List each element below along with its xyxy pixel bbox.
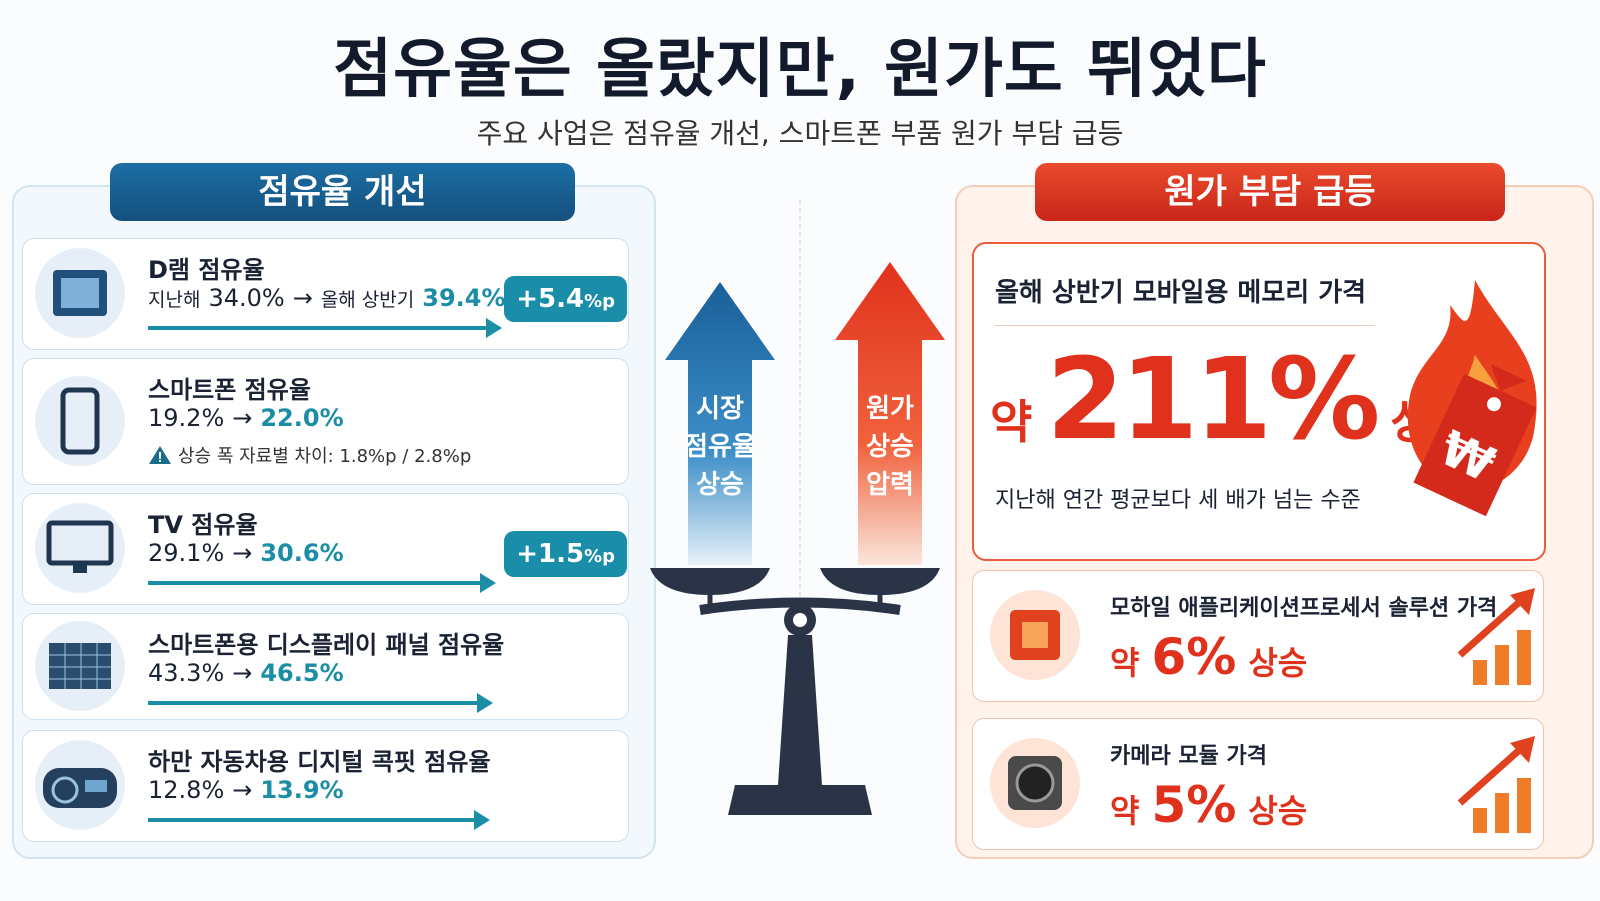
cost-value: 6%: [1151, 628, 1237, 686]
icon: [49, 642, 111, 689]
right-heading: 원가 부담 급등: [1035, 163, 1505, 221]
arrow: →: [232, 404, 253, 432]
arrow-label-line: 압력: [866, 470, 914, 500]
item-name: TV 점유율: [148, 511, 258, 539]
icon: [60, 387, 100, 454]
main-prefix: 약: [990, 395, 1033, 449]
up-arrow-blue: [665, 282, 775, 565]
progress-arrow-head: [477, 693, 493, 713]
item-values: 12.8% → 13.9%: [148, 776, 344, 804]
cost-name: 모하일 애플리케이션프로세서 솔루션 가격: [1110, 596, 1498, 621]
item-name: 스마트폰 점유율: [148, 376, 311, 404]
cost-change: 약 6% 상승: [1110, 628, 1307, 686]
progress-arrow: [148, 818, 476, 822]
trend-up-icon: [1457, 736, 1535, 833]
item-name: D램 점유율: [148, 256, 265, 284]
before-value: 12.8%: [148, 776, 225, 804]
item-values: 43.3% → 46.5%: [148, 659, 344, 687]
fire-tag-icon: ₩: [1407, 280, 1537, 517]
cost-suffix: 상승: [1248, 792, 1308, 830]
main-title: 올해 상반기 모바일용 메모리 가격: [995, 278, 1367, 308]
note: 상승 폭 자료별 차이: 1.8%p / 2.8%p: [148, 442, 471, 468]
cost-prefix: 약: [1110, 792, 1140, 830]
arrow: →: [232, 539, 253, 567]
item-name: 스마트폰용 디스플레이 패널 점유율: [148, 631, 505, 659]
arrow-label-line: 상승: [696, 470, 744, 500]
subtitle: 주요 사업은 점유율 개선, 스마트폰 부품 원가 부담 급등: [476, 117, 1124, 150]
badge-value: +5.4: [516, 284, 585, 314]
before-value: 43.3%: [148, 659, 225, 687]
before-value: 29.1%: [148, 539, 225, 567]
cost-value: 5%: [1151, 776, 1237, 834]
chip-icon: [1010, 610, 1060, 660]
item-values: 29.1% → 30.6%: [148, 539, 344, 567]
progress-arrow-head: [486, 318, 502, 338]
item-icon: [35, 503, 125, 593]
up-arrow-red: [835, 262, 945, 565]
cost-prefix: 약: [1110, 644, 1140, 682]
trend-up-icon: [1457, 588, 1535, 685]
arrow-label-line: 시장: [696, 394, 744, 424]
arrow: →: [292, 284, 313, 312]
left-heading: 점유율 개선: [110, 163, 575, 221]
trend-icon: [1455, 733, 1545, 842]
after-value: 13.9%: [260, 776, 344, 804]
balance-scale: [650, 200, 945, 815]
warning-icon: [149, 446, 171, 464]
arrow-label-line: 상승: [866, 432, 914, 462]
arrow: →: [232, 776, 253, 804]
icon: [43, 768, 117, 808]
item-values: 지난해 34.0% → 올해 상반기 39.4%: [148, 284, 506, 312]
cost-name: 카메라 모듈 가격: [1110, 744, 1267, 769]
before-label: 지난해: [148, 289, 201, 311]
progress-arrow: [148, 701, 479, 705]
progress-arrow-head: [474, 810, 490, 830]
after-value: 30.6%: [260, 539, 344, 567]
cost-change: 약 5% 상승: [1110, 776, 1307, 834]
badge-unit: %p: [584, 546, 615, 567]
before-value: 19.2%: [148, 404, 225, 432]
note-text: 상승 폭 자료별 차이: 1.8%p / 2.8%p: [178, 446, 472, 467]
icon: [46, 520, 114, 573]
cost-icon: [990, 590, 1080, 680]
arrow: →: [232, 659, 253, 687]
badge-unit: %p: [584, 291, 615, 312]
item-name: 하만 자동차용 디지털 콕핏 점유율: [148, 748, 491, 776]
item-icon: [35, 375, 125, 466]
after-value: 22.0%: [260, 404, 344, 432]
item-values: 19.2% → 22.0%: [148, 404, 344, 432]
arrow-label-line: 점유율: [684, 432, 756, 462]
badge: +1.5%p: [504, 531, 627, 577]
camera-icon: [1008, 756, 1062, 810]
progress-arrow: [148, 326, 488, 330]
item-icon: [35, 248, 125, 338]
item-icon: [35, 620, 125, 711]
cost-icon: [990, 738, 1080, 828]
title: 점유율은 올랐지만, 원가도 뛰었다: [333, 33, 1267, 107]
icon: [53, 270, 107, 316]
badge-value: +1.5: [516, 539, 585, 569]
after-value: 39.4%: [422, 284, 506, 312]
before-value: 34.0%: [208, 284, 285, 312]
progress-arrow: [148, 581, 482, 585]
main-value: 211%: [1046, 335, 1380, 465]
after-label: 올해 상반기: [320, 289, 415, 311]
item-icon: [35, 740, 125, 830]
arrow-label-line: 원가: [866, 394, 914, 424]
main-description: 지난해 연간 평균보다 세 배가 넘는 수준: [995, 488, 1361, 513]
badge: +5.4%p: [504, 276, 627, 322]
cost-suffix: 상승: [1248, 644, 1308, 682]
after-value: 46.5%: [260, 659, 344, 687]
progress-arrow-head: [480, 573, 496, 593]
trend-icon: [1455, 585, 1545, 694]
